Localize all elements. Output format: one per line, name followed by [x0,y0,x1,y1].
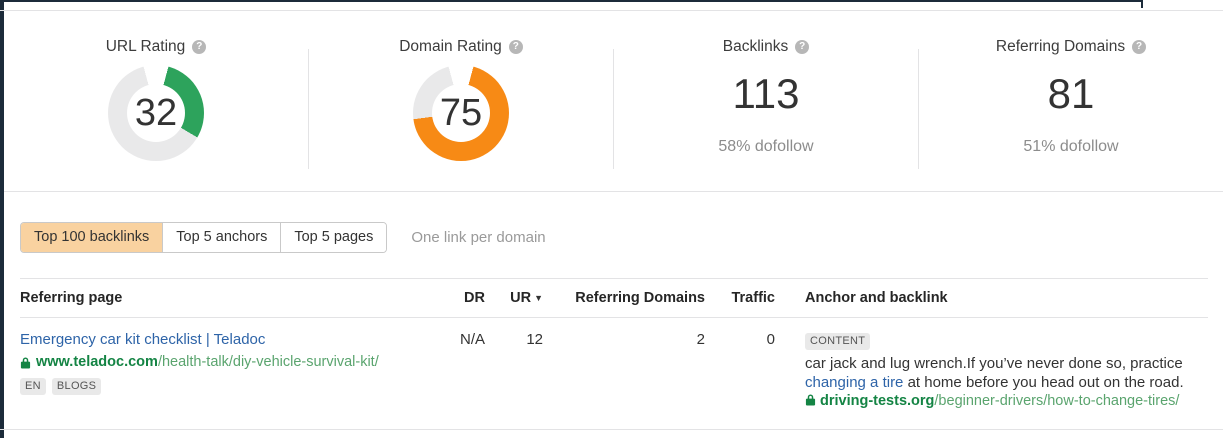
page-badges: EN BLOGS [20,378,450,395]
url-path: /health-talk/diy-vehicle-survival-kit/ [157,354,379,370]
metric-label: Backlinks [722,38,789,55]
https-lock-icon [805,394,816,406]
help-icon[interactable]: ? [795,40,810,54]
domain-rating-value: 75 [439,91,483,134]
tab-top-5-pages[interactable]: Top 5 pages [280,223,387,252]
backlink-domain: driving-tests.org [820,393,935,409]
backlinks-table: Referring page DR UR ▼ Referring Domains … [20,278,1208,411]
metric-url-rating: URL Rating ? 32 [4,11,308,191]
referring-page-title-link[interactable]: Emergency car kit checklist | Teladoc [20,331,266,348]
sort-desc-icon: ▼ [534,293,543,303]
metric-divider [613,49,614,169]
blogs-badge: BLOGS [51,378,102,395]
ur-cell: 12 [526,331,543,348]
referring-domains-value: 81 [1047,70,1095,117]
url-domain: www.teladoc.com [36,354,158,370]
anchor-context-text: car jack and lug wrench.If you’ve never … [805,355,1184,391]
referring-page-cell: Emergency car kit checklist | Teladoc ww… [20,318,450,411]
metric-divider [918,49,919,169]
col-header-referring-domains[interactable]: Referring Domains [575,290,705,306]
backlinks-tabbar: Top 100 backlinks Top 5 anchors Top 5 pa… [20,222,546,253]
traffic-cell: 0 [766,331,775,348]
help-icon[interactable]: ? [192,40,207,54]
referring-page-url: www.teladoc.com/health-talk/diy-vehicle-… [20,354,450,370]
bottom-divider [0,429,1223,430]
metric-backlinks: Backlinks ? 113 58% dofollow [614,11,918,191]
tab-top-5-anchors[interactable]: Top 5 anchors [162,223,281,252]
tab-group: Top 100 backlinks Top 5 anchors Top 5 pa… [20,222,388,253]
table-row: Emergency car kit checklist | Teladoc ww… [20,318,1208,411]
metric-divider [308,49,309,169]
col-header-referring-page[interactable]: Referring page [20,290,123,306]
metric-label: Domain Rating [399,38,502,55]
domain-rating-gauge: 75 [413,65,509,161]
one-link-per-domain-toggle[interactable]: One link per domain [411,229,546,246]
language-badge: EN [20,378,46,395]
url-rating-gauge: 32 [108,65,204,161]
col-header-anchor-backlink[interactable]: Anchor and backlink [805,290,948,306]
backlinks-value: 113 [732,70,800,117]
panel-top-edge-tick [1141,0,1143,8]
anchor-text: changing a tire [805,374,904,391]
help-icon[interactable]: ? [508,40,523,54]
metric-referring-domains: Referring Domains ? 81 51% dofollow [919,11,1223,191]
metric-domain-rating: Domain Rating ? 75 [309,11,613,191]
url-rating-value: 32 [134,91,178,134]
metric-label: URL Rating [105,38,186,55]
referring-domains-dofollow: 51% dofollow [1023,138,1119,155]
https-lock-icon [20,356,31,368]
table-header-row: Referring page DR UR ▼ Referring Domains … [20,278,1208,318]
gauge-hole [127,84,185,142]
panel-left-edge [0,0,4,438]
metrics-strip: URL Rating ? 32 Domain Rating ? 75 Backl… [4,11,1223,192]
col-header-traffic[interactable]: Traffic [731,290,775,306]
help-icon[interactable]: ? [1132,40,1147,54]
anchor-backlink-cell: CONTENT car jack and lug wrench.If you’v… [775,318,1208,411]
content-badge: CONTENT [805,333,871,350]
gauge-hole [432,84,490,142]
col-header-ur[interactable]: UR ▼ [510,290,543,306]
backlink-path: /beginner-drivers/how-to-change-tires/ [934,393,1180,409]
col-header-dr[interactable]: DR [464,290,485,306]
backlink-url: driving-tests.org/beginner-drivers/how-t… [805,392,1208,411]
top-divider [0,10,1223,11]
referring-domains-cell: 2 [696,331,705,348]
backlinks-dofollow: 58% dofollow [718,138,814,155]
panel-top-edge [0,0,1143,2]
dr-cell: N/A [459,331,485,348]
tab-top-100-backlinks[interactable]: Top 100 backlinks [21,223,163,252]
metric-label: Referring Domains [995,38,1126,55]
